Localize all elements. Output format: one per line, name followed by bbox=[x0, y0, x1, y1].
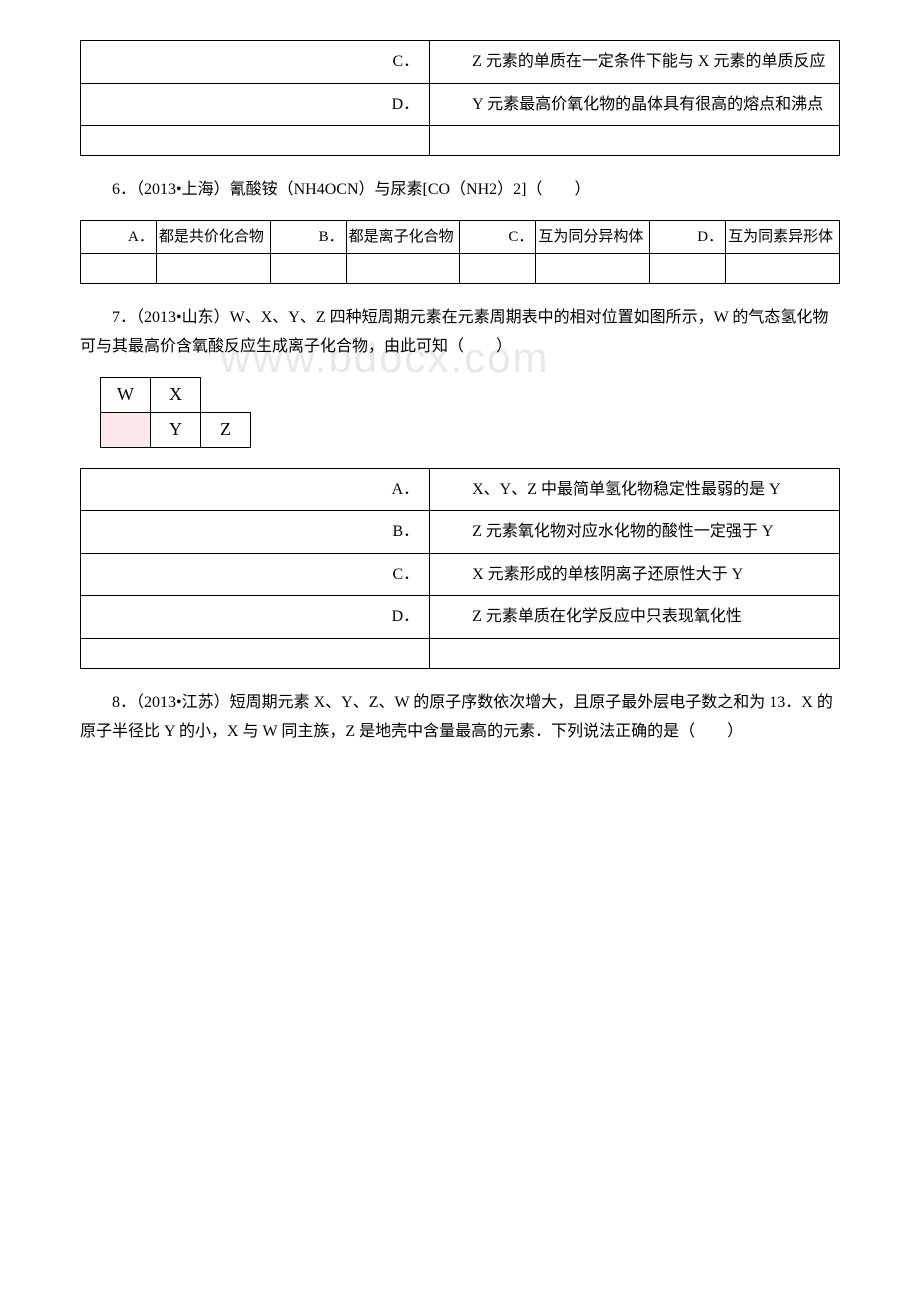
option-label-c: C． bbox=[460, 220, 536, 253]
option-label-c: C． bbox=[81, 41, 430, 84]
grid-cell-x: X bbox=[151, 377, 201, 412]
option-label-a: A． bbox=[81, 220, 157, 253]
option-text-d: Z 元素单质在化学反应中只表现氧化性 bbox=[430, 596, 840, 639]
position-grid: W X Y Z bbox=[100, 377, 251, 448]
question8-text: 8．（2013•江苏）短周期元素 X、Y、Z、W 的原子序数依次增大，且原子最外… bbox=[80, 689, 840, 747]
question7-text: 7．（2013•山东）W、X、Y、Z 四种短周期元素在元素周期表中的相对位置如图… bbox=[80, 304, 840, 362]
empty-cell bbox=[430, 126, 840, 156]
option-text-c: Z 元素的单质在一定条件下能与 X 元素的单质反应 bbox=[430, 41, 840, 84]
question6-options-table: A． 都是共价化合物 B． 都是离子化合物 C． 互为同分异构体 D． 互为同素… bbox=[80, 220, 840, 284]
question7-options-table: A． X、Y、Z 中最简单氢化物稳定性最弱的是 Y B． Z 元素氧化物对应水化… bbox=[80, 468, 840, 669]
option-text-c: 互为同分异构体 bbox=[536, 220, 650, 253]
option-label-a: A． bbox=[81, 468, 430, 511]
empty-cell bbox=[81, 253, 157, 283]
grid-cell-empty bbox=[201, 377, 251, 412]
empty-cell bbox=[270, 253, 346, 283]
table-row-empty bbox=[81, 126, 840, 156]
table-row: D． Y 元素最高价氧化物的晶体具有很高的熔点和沸点 bbox=[81, 83, 840, 126]
option-label-b: B． bbox=[270, 220, 346, 253]
question6-text: 6．（2013•上海）氰酸铵（NH4OCN）与尿素[CO（NH2）2]（ ） bbox=[80, 176, 840, 205]
option-text-a: X、Y、Z 中最简单氢化物稳定性最弱的是 Y bbox=[430, 468, 840, 511]
empty-cell bbox=[726, 253, 840, 283]
grid-cell-empty bbox=[101, 412, 151, 447]
table-row: B． Z 元素氧化物对应水化物的酸性一定强于 Y bbox=[81, 511, 840, 554]
question5-options-table: C． Z 元素的单质在一定条件下能与 X 元素的单质反应 D． Y 元素最高价氧… bbox=[80, 40, 840, 156]
empty-cell bbox=[536, 253, 650, 283]
grid-cell-w: W bbox=[101, 377, 151, 412]
empty-cell bbox=[460, 253, 536, 283]
empty-cell bbox=[81, 126, 430, 156]
empty-cell bbox=[650, 253, 726, 283]
table-row: A． 都是共价化合物 B． 都是离子化合物 C． 互为同分异构体 D． 互为同素… bbox=[81, 220, 840, 253]
grid-cell-y: Y bbox=[151, 412, 201, 447]
table-row: C． Z 元素的单质在一定条件下能与 X 元素的单质反应 bbox=[81, 41, 840, 84]
option-text-b: 都是离子化合物 bbox=[346, 220, 460, 253]
option-text-d: Y 元素最高价氧化物的晶体具有很高的熔点和沸点 bbox=[430, 83, 840, 126]
table-row: Y Z bbox=[101, 412, 251, 447]
grid-cell-z: Z bbox=[201, 412, 251, 447]
table-row: A． X、Y、Z 中最简单氢化物稳定性最弱的是 Y bbox=[81, 468, 840, 511]
table-row-empty bbox=[81, 638, 840, 668]
empty-cell bbox=[156, 253, 270, 283]
table-row: W X bbox=[101, 377, 251, 412]
option-label-d: D． bbox=[650, 220, 726, 253]
option-label-c: C． bbox=[81, 553, 430, 596]
option-label-d: D． bbox=[81, 596, 430, 639]
table-row: C． X 元素形成的单核阴离子还原性大于 Y bbox=[81, 553, 840, 596]
empty-cell bbox=[81, 638, 430, 668]
table-row-empty bbox=[81, 253, 840, 283]
empty-cell bbox=[346, 253, 460, 283]
option-label-d: D． bbox=[81, 83, 430, 126]
option-text-d: 互为同素异形体 bbox=[726, 220, 840, 253]
option-label-b: B． bbox=[81, 511, 430, 554]
option-text-a: 都是共价化合物 bbox=[156, 220, 270, 253]
table-row: D． Z 元素单质在化学反应中只表现氧化性 bbox=[81, 596, 840, 639]
option-text-c: X 元素形成的单核阴离子还原性大于 Y bbox=[430, 553, 840, 596]
empty-cell bbox=[430, 638, 840, 668]
option-text-b: Z 元素氧化物对应水化物的酸性一定强于 Y bbox=[430, 511, 840, 554]
